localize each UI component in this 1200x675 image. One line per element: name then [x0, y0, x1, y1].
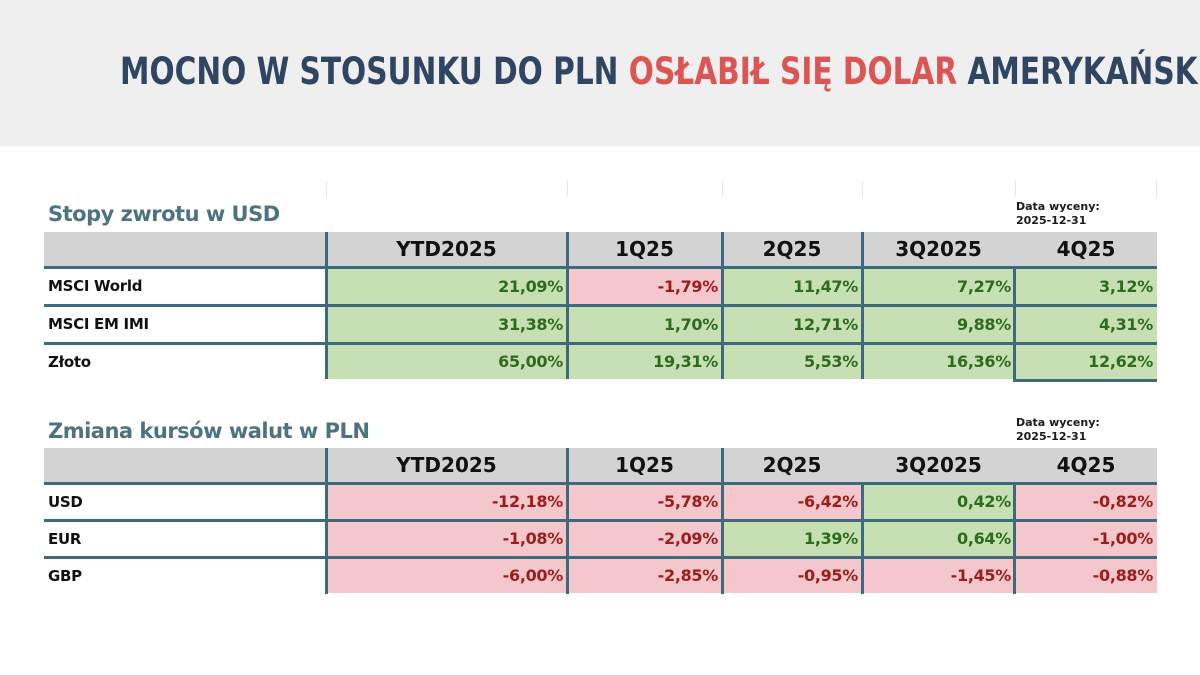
title-part-2: AMERYKAŃSKI	[957, 50, 1200, 93]
table-cell: 1,70%	[567, 307, 722, 342]
column-divider	[325, 448, 328, 594]
table-cell: 0,64%	[862, 522, 1015, 556]
column-guide	[567, 181, 568, 197]
table-row: MSCI EM IMI 31,38% 1,70% 12,71% 9,88% 4,…	[44, 307, 1157, 342]
valuation-date-returns: Data wyceny: 2025-12-31	[1016, 200, 1100, 228]
table-cell: -1,45%	[862, 559, 1015, 593]
title-part-1: MOCNO W STOSUNKU DO PLN	[120, 50, 629, 93]
table-cell: 5,53%	[722, 345, 862, 379]
table-cell: -2,85%	[567, 559, 722, 593]
table-row: USD -12,18% -5,78% -6,42% 0,42% -0,82%	[44, 485, 1157, 519]
column-guide	[1156, 181, 1157, 197]
row-divider	[1015, 379, 1157, 382]
table-cell: 0,42%	[862, 485, 1015, 519]
row-label: USD	[48, 493, 83, 511]
column-header: 1Q25	[615, 453, 674, 477]
table-cell: 31,38%	[326, 307, 567, 342]
table-cell: 7,27%	[862, 269, 1015, 304]
column-header: 2Q25	[762, 237, 822, 261]
column-divider	[1013, 485, 1016, 594]
table-cell: -6,00%	[326, 559, 567, 593]
column-divider	[721, 448, 724, 594]
table-cell: 4,31%	[1015, 307, 1157, 342]
table-cell: -1,08%	[326, 522, 567, 556]
column-header: 3Q2025	[895, 237, 982, 261]
row-divider	[44, 342, 1157, 345]
row-divider	[44, 519, 1157, 522]
valuation-label: Data wyceny:	[1016, 200, 1100, 213]
column-divider	[861, 485, 864, 594]
row-label: GBP	[48, 567, 82, 585]
returns-table: YTD2025 1Q25 2Q25 3Q2025 4Q25 MSCI World…	[44, 232, 1157, 382]
table-cell: -5,78%	[567, 485, 722, 519]
row-divider	[44, 556, 1157, 559]
valuation-value: 2025-12-31	[1016, 430, 1087, 443]
table-header-row: YTD2025 1Q25 2Q25 3Q2025 4Q25	[44, 232, 1157, 269]
table-cell: 1,39%	[722, 522, 862, 556]
column-divider	[325, 232, 328, 379]
table-cell: -0,95%	[722, 559, 862, 593]
column-header: 4Q25	[1056, 237, 1116, 261]
table-header-row: YTD2025 1Q25 2Q25 3Q2025 4Q25	[44, 448, 1157, 485]
table-cell: -1,00%	[1015, 522, 1157, 556]
valuation-label: Data wyceny:	[1016, 416, 1100, 429]
table-cell: 12,62%	[1015, 345, 1157, 379]
column-divider	[1013, 269, 1016, 382]
column-header: 4Q25	[1056, 453, 1116, 477]
column-divider	[566, 448, 569, 594]
column-header: YTD2025	[396, 453, 497, 477]
section-title-returns: Stopy zwrotu w USD	[48, 202, 280, 226]
column-divider	[721, 232, 724, 379]
table-row: MSCI World 21,09% -1,79% 11,47% 7,27% 3,…	[44, 269, 1157, 304]
table-cell: 12,71%	[722, 307, 862, 342]
valuation-date-fx: Data wyceny: 2025-12-31	[1016, 416, 1100, 444]
table-row: GBP -6,00% -2,85% -0,95% -1,45% -0,88%	[44, 559, 1157, 593]
table-row: Złoto 65,00% 19,31% 5,53% 16,36% 12,62%	[44, 345, 1157, 379]
table-cell: 16,36%	[862, 345, 1015, 379]
table-cell: -0,88%	[1015, 559, 1157, 593]
table-cell: 3,12%	[1015, 269, 1157, 304]
column-header: 2Q25	[762, 453, 822, 477]
column-header: YTD2025	[396, 237, 497, 261]
row-label: EUR	[48, 530, 82, 548]
section-title-fx: Zmiana kursów walut w PLN	[48, 419, 370, 443]
table-cell: -12,18%	[326, 485, 567, 519]
table-cell: -6,42%	[722, 485, 862, 519]
row-divider	[44, 304, 1157, 307]
table-cell: 65,00%	[326, 345, 567, 379]
table-cell: 19,31%	[567, 345, 722, 379]
row-label: Złoto	[48, 353, 91, 371]
column-divider	[861, 232, 864, 379]
column-guide	[326, 181, 327, 197]
title-accent: OSŁABIŁ SIĘ DOLAR	[628, 50, 958, 93]
valuation-value: 2025-12-31	[1016, 214, 1087, 227]
fx-table: YTD2025 1Q25 2Q25 3Q2025 4Q25 USD -12,18…	[44, 448, 1157, 594]
column-divider	[566, 232, 569, 379]
table-cell: 21,09%	[326, 269, 567, 304]
table-cell: 9,88%	[862, 307, 1015, 342]
column-guide	[862, 181, 863, 197]
table-row: EUR -1,08% -2,09% 1,39% 0,64% -1,00%	[44, 522, 1157, 556]
table-cell: 11,47%	[722, 269, 862, 304]
column-guide	[1015, 181, 1016, 197]
page-title: MOCNO W STOSUNKU DO PLN OSŁABIŁ SIĘ DOLA…	[120, 44, 1200, 100]
header-band: MOCNO W STOSUNKU DO PLN OSŁABIŁ SIĘ DOLA…	[0, 0, 1200, 146]
table-cell: -0,82%	[1015, 485, 1157, 519]
table-cell: -2,09%	[567, 522, 722, 556]
column-header: 1Q25	[615, 237, 674, 261]
column-guide	[722, 181, 723, 197]
row-label: MSCI World	[48, 277, 143, 295]
column-header: 3Q2025	[895, 453, 982, 477]
table-cell: -1,79%	[567, 269, 722, 304]
row-label: MSCI EM IMI	[48, 315, 149, 333]
